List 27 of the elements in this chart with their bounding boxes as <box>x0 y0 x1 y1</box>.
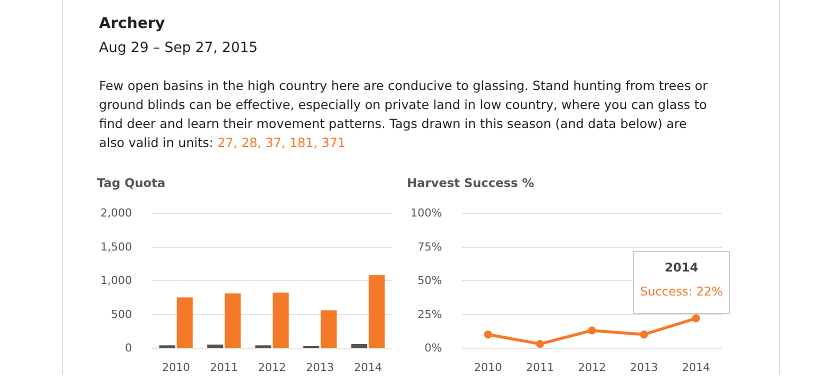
y-tick-label: 0% <box>424 342 442 354</box>
x-tick-label: 2014 <box>354 361 382 374</box>
x-tick-label: 2011 <box>526 361 554 374</box>
chart-title: Tag Quota <box>97 176 166 190</box>
y-tick-label: 0 <box>125 342 132 354</box>
y-tick-label: 50% <box>418 274 442 287</box>
y-tick-label: 25% <box>418 308 442 321</box>
y-tick-label: 100% <box>410 206 442 220</box>
x-tick-label: 2012 <box>258 361 286 374</box>
x-tick-label: 2010 <box>474 361 502 374</box>
y-tick-label: 2,000 <box>100 206 132 220</box>
text: Archery <box>99 14 166 32</box>
y-tick-label: 75% <box>418 240 442 254</box>
x-tick-label: 2013 <box>630 361 658 374</box>
text: Aug 29 – Sep 27, 2015 <box>99 40 259 56</box>
y-tick-label: 1,500 <box>100 240 132 254</box>
x-tick-label: 2013 <box>306 361 334 374</box>
text: 27, 28, 37, 181, 371 <box>217 135 346 150</box>
y-tick-label: 500 <box>111 308 132 321</box>
y-tick-label: 1,000 <box>100 274 132 287</box>
x-tick-label: 2014 <box>682 361 710 374</box>
x-tick-label: 2012 <box>578 361 606 374</box>
x-tick-label: 2010 <box>162 361 190 374</box>
annotation: Success: 22% <box>640 284 723 298</box>
chart-title: Harvest Success % <box>407 176 534 190</box>
x-tick-label: 2011 <box>210 361 238 374</box>
annotation: 2014 <box>664 260 698 274</box>
